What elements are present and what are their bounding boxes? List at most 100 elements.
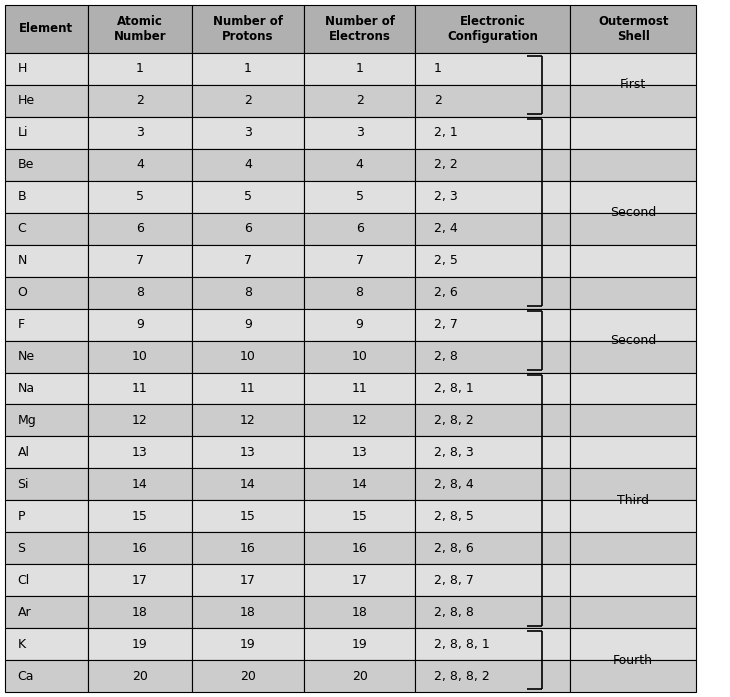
Bar [304, 213, 415, 245]
Text: Electronic
Configuration: Electronic Configuration [447, 15, 538, 43]
Text: 3: 3 [244, 126, 252, 139]
Text: 17: 17 [132, 574, 148, 587]
Text: 10: 10 [132, 350, 148, 363]
Text: K: K [18, 638, 26, 650]
Bar [5, 53, 88, 85]
Bar [570, 596, 696, 628]
Text: 4: 4 [244, 158, 252, 171]
Text: 6: 6 [244, 222, 252, 235]
Bar [570, 468, 696, 500]
Text: 11: 11 [240, 382, 256, 395]
Bar [304, 628, 415, 660]
Text: 10: 10 [240, 350, 256, 363]
Text: Ar: Ar [18, 606, 31, 619]
Bar [192, 404, 304, 436]
Text: Atomic
Number: Atomic Number [114, 15, 166, 43]
Bar [192, 117, 304, 149]
Bar [570, 245, 696, 277]
Bar [88, 149, 192, 181]
Bar [5, 372, 88, 404]
Bar [5, 404, 88, 436]
Bar [192, 213, 304, 245]
Bar [192, 564, 304, 596]
Bar [192, 596, 304, 628]
Bar [304, 85, 415, 117]
Text: 19: 19 [132, 638, 148, 650]
Bar [570, 404, 696, 436]
Bar [570, 117, 696, 149]
Text: 7: 7 [356, 254, 364, 267]
Text: 2, 5: 2, 5 [434, 254, 458, 267]
Bar [570, 372, 696, 404]
Bar [5, 213, 88, 245]
Bar [570, 213, 696, 245]
Text: First: First [620, 79, 646, 91]
Bar [304, 181, 415, 213]
Text: 12: 12 [352, 414, 367, 427]
Text: 6: 6 [136, 222, 144, 235]
Bar [88, 500, 192, 533]
Bar [192, 341, 304, 372]
Text: 5: 5 [356, 190, 364, 204]
Bar [415, 372, 570, 404]
Bar [304, 149, 415, 181]
Text: 11: 11 [352, 382, 367, 395]
Bar [415, 213, 570, 245]
Text: 2, 8, 6: 2, 8, 6 [434, 542, 474, 555]
Bar [88, 596, 192, 628]
Bar [5, 660, 88, 692]
Bar [304, 660, 415, 692]
Text: 10: 10 [352, 350, 367, 363]
Bar [415, 404, 570, 436]
Bar [88, 660, 192, 692]
Bar [415, 341, 570, 372]
Text: Mg: Mg [18, 414, 36, 427]
Text: 1: 1 [244, 63, 252, 75]
Text: H: H [18, 63, 27, 75]
Text: 2, 8, 8: 2, 8, 8 [434, 606, 474, 619]
Bar [570, 277, 696, 309]
Text: 7: 7 [136, 254, 144, 267]
Bar [415, 245, 570, 277]
Bar [570, 628, 696, 660]
Text: 16: 16 [132, 542, 148, 555]
Text: Number of
Electrons: Number of Electrons [325, 15, 395, 43]
Text: 13: 13 [240, 446, 256, 459]
Text: 2: 2 [356, 94, 364, 107]
Bar [570, 436, 696, 468]
Text: 2, 1: 2, 1 [434, 126, 458, 139]
Bar [5, 309, 88, 341]
Bar [88, 468, 192, 500]
Bar [192, 309, 304, 341]
Text: 9: 9 [136, 318, 144, 331]
Text: 20: 20 [352, 670, 367, 682]
Bar [5, 500, 88, 533]
Bar [192, 277, 304, 309]
Bar [415, 628, 570, 660]
Text: N: N [18, 254, 27, 267]
Bar [192, 181, 304, 213]
Bar [304, 117, 415, 149]
Bar [304, 500, 415, 533]
Text: 2, 8, 2: 2, 8, 2 [434, 414, 474, 427]
Text: 2: 2 [244, 94, 252, 107]
Bar [192, 660, 304, 692]
Text: 9: 9 [356, 318, 364, 331]
Text: 1: 1 [356, 63, 364, 75]
Bar [415, 533, 570, 564]
Bar [304, 533, 415, 564]
Text: P: P [18, 510, 25, 523]
Bar [5, 117, 88, 149]
Text: Al: Al [18, 446, 29, 459]
Text: O: O [18, 286, 27, 299]
Bar [415, 5, 570, 53]
Bar [88, 181, 192, 213]
Bar [192, 53, 304, 85]
Text: 13: 13 [352, 446, 367, 459]
Text: 5: 5 [136, 190, 144, 204]
Text: 3: 3 [136, 126, 144, 139]
Text: 3: 3 [356, 126, 364, 139]
Bar [570, 500, 696, 533]
Text: 14: 14 [352, 478, 367, 491]
Text: 16: 16 [240, 542, 256, 555]
